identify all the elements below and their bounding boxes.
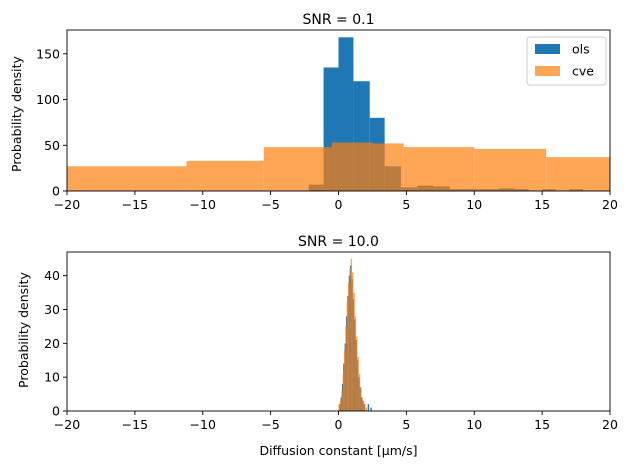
y-tick-label: 0	[52, 404, 60, 419]
bar-cve-18	[362, 400, 365, 411]
y-tick-label: 50	[44, 138, 60, 153]
bar-cve-13	[356, 336, 358, 411]
bar-cve-16	[360, 387, 362, 411]
bar-cve-6	[403, 147, 475, 191]
bar-cve-7	[348, 282, 350, 411]
x-tick-label: −20	[54, 417, 80, 432]
bar-cve-8	[349, 268, 351, 411]
subplot-title: SNR = 10.0	[298, 234, 379, 250]
bar-cve-3	[342, 373, 344, 411]
y-axis-label: Probability density	[9, 55, 24, 171]
bar-cve-10	[352, 272, 354, 411]
x-tick-label: −15	[122, 197, 148, 212]
bar-cve-8	[546, 157, 610, 191]
axes: −20 −15 −10 −5 0 5 10 15 20 0 10 20 30 40	[44, 251, 618, 432]
y-tick-label: 10	[44, 370, 60, 385]
y-tick-label: 20	[44, 336, 60, 351]
bar-cve-7	[474, 148, 547, 191]
legend-label-ols: ols	[572, 42, 590, 57]
x-tick-label: −20	[54, 197, 80, 212]
bar-cve-6	[346, 302, 348, 411]
bar-ols-20	[370, 407, 372, 411]
x-tick-label: 5	[402, 417, 410, 432]
subplot-snr-10-0: SNR = 10.0 Probability density Diffusion…	[16, 234, 618, 458]
y-tick-label: 30	[44, 302, 60, 317]
x-tick-label: 10	[466, 197, 482, 212]
subplot-title: SNR = 0.1	[303, 12, 375, 28]
bar-cve-4	[343, 350, 346, 411]
x-tick-label: 20	[602, 197, 618, 212]
x-tick-label: 10	[466, 417, 482, 432]
legend-swatch-ols	[535, 44, 560, 54]
bar-cve-20	[365, 407, 368, 411]
legend-label-cve: cve	[572, 64, 594, 79]
x-tick-label: −10	[190, 197, 216, 212]
legend: ols cve	[526, 36, 607, 86]
bar-cve-11	[353, 292, 355, 411]
bar-cve-2	[341, 390, 343, 411]
bar-cve-2	[186, 160, 264, 191]
subplot-snr-0-1: SNR = 0.1 Probability density −20 −15 −10−…	[9, 12, 618, 212]
x-tick-label: −10	[190, 417, 216, 432]
bar-cve-5	[372, 143, 404, 191]
bar-cve-5	[345, 326, 347, 411]
x-tick-label: −5	[261, 197, 279, 212]
bar-cve-4	[331, 142, 373, 191]
bar-cve-0	[338, 404, 340, 411]
y-tick-label: 0	[52, 184, 60, 199]
bar-ols-19	[367, 404, 370, 411]
bar-cve-19	[364, 404, 366, 411]
plot-area	[67, 37, 610, 191]
x-tick-label: 5	[402, 197, 410, 212]
x-tick-label: −15	[122, 417, 148, 432]
plot-area	[338, 258, 372, 411]
x-axis-label: Diffusion constant [μm/s]	[259, 443, 417, 458]
bar-cve-12	[354, 316, 357, 411]
series-cve	[338, 258, 368, 411]
bar-cve-9	[350, 258, 353, 411]
x-tick-label: 15	[534, 417, 550, 432]
axes: −20 −15 −10 −5 0 5 10 15 20 0 50 100 150	[36, 29, 618, 212]
legend-swatch-cve	[535, 66, 560, 76]
bar-cve-15	[358, 373, 361, 411]
bar-cve-17	[361, 397, 363, 411]
bar-cve-1	[339, 400, 342, 411]
y-tick-label: 150	[36, 46, 60, 61]
x-tick-label: 0	[335, 197, 343, 212]
x-tick-label: 15	[534, 197, 550, 212]
bar-cve-14	[357, 356, 359, 411]
bar-cve-0	[67, 166, 111, 191]
series-cve	[67, 142, 610, 191]
x-tick-label: −5	[261, 417, 279, 432]
y-axis-label: Probability density	[16, 271, 31, 387]
bar-cve-1	[110, 166, 187, 191]
y-tick-label: 40	[44, 268, 60, 283]
x-tick-label: 20	[602, 417, 618, 432]
y-tick-label: 100	[36, 92, 60, 107]
bar-cve-3	[263, 147, 332, 191]
x-tick-label: 0	[335, 417, 343, 432]
